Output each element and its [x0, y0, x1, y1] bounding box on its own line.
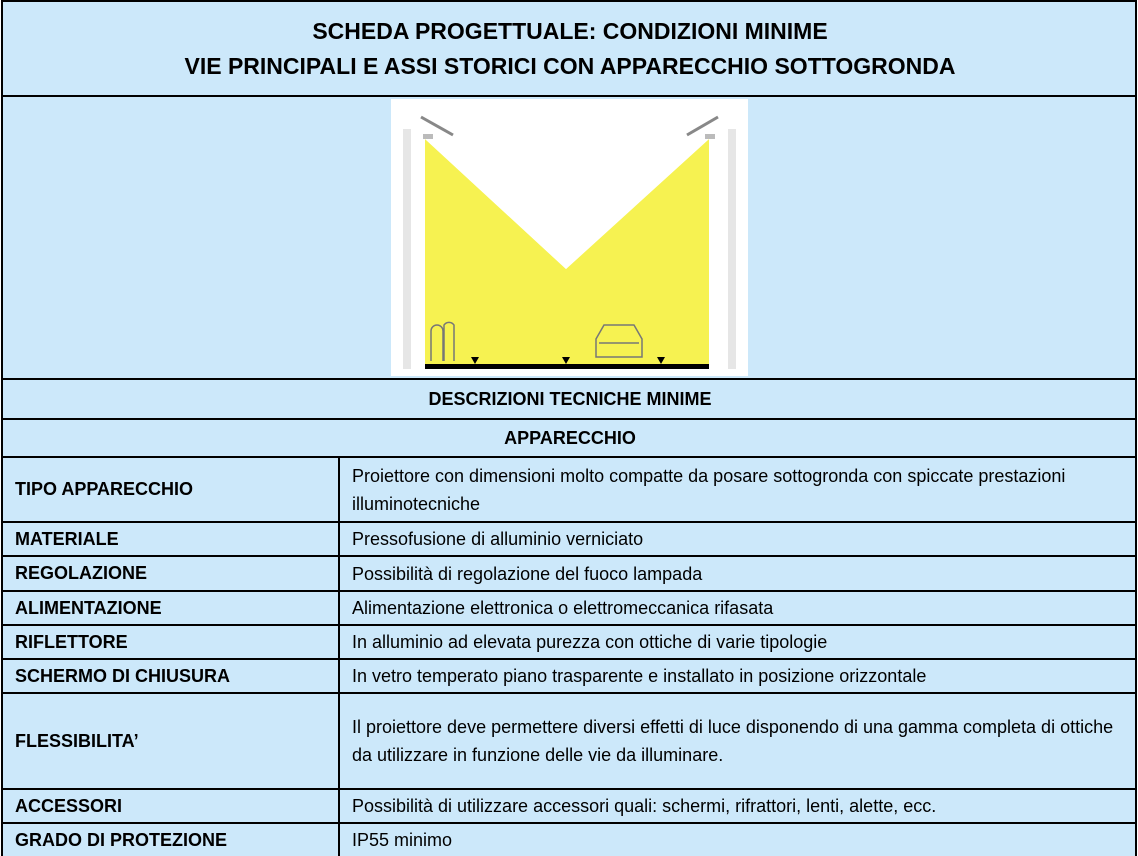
section-heading: DESCRIZIONI TECNICHE MINIME	[1, 378, 1137, 420]
spec-label: MATERIALE	[1, 521, 340, 557]
rows: TIPO APPARECCHIO Proiettore con dimension…	[1, 456, 1137, 856]
spec-label: ACCESSORI	[1, 788, 340, 824]
spec-value: Proiettore con dimensioni molto compatte…	[338, 456, 1137, 523]
spec-label: SCHERMO DI CHIUSURA	[1, 658, 340, 694]
spec-value: IP55 minimo	[338, 822, 1137, 856]
title: SCHEDA PROGETTUALE: CONDIZIONI MINIME VIE…	[1, 0, 1137, 97]
illustration-cell	[1, 95, 1137, 380]
spec-value: Possibilità di utilizzare accessori qual…	[338, 788, 1137, 824]
spec-row: RIFLETTORE In alluminio ad elevata purezz…	[1, 624, 1137, 660]
spec-label: ALIMENTAZIONE	[1, 590, 340, 626]
spec-row: ALIMENTAZIONE Alimentazione elettronica o…	[1, 590, 1137, 626]
spec-label: TIPO APPARECCHIO	[1, 456, 340, 523]
spec-row: REGOLAZIONE Possibilità di regolazione de…	[1, 555, 1137, 592]
spec-value: Alimentazione elettronica o elettromecca…	[338, 590, 1137, 626]
illustration	[390, 99, 748, 376]
spec-label: GRADO DI PROTEZIONE	[1, 822, 340, 856]
subsection-heading: APPARECCHIO	[1, 418, 1137, 458]
spec-label: RIFLETTORE	[1, 624, 340, 660]
spec-row: FLESSIBILITA’ Il proiettore deve permette…	[1, 692, 1137, 790]
spec-label: REGOLAZIONE	[1, 555, 340, 592]
spec-row: TIPO APPARECCHIO Proiettore con dimension…	[1, 456, 1137, 523]
title-line: VIE PRINCIPALI E ASSI STORICI CON APPARE…	[184, 52, 956, 79]
spec-row: ACCESSORI Possibilità di utilizzare acces…	[1, 788, 1137, 824]
spec-label: FLESSIBILITA’	[1, 692, 340, 790]
spec-row: SCHERMO DI CHIUSURA In vetro temperato pi…	[1, 658, 1137, 694]
spec-value: In alluminio ad elevata purezza con otti…	[338, 624, 1137, 660]
spec-row: MATERIALE Pressofusione di alluminio vern…	[1, 521, 1137, 557]
spec-value: Possibilità di regolazione del fuoco lam…	[338, 555, 1137, 592]
title-line: SCHEDA PROGETTUALE: CONDIZIONI MINIME	[312, 17, 828, 44]
spec-row: GRADO DI PROTEZIONE IP55 minimo	[1, 822, 1137, 856]
spec-value: Il proiettore deve permettere diversi ef…	[338, 692, 1137, 790]
spec-value: In vetro temperato piano trasparente e i…	[338, 658, 1137, 694]
spec-value: Pressofusione di alluminio verniciato	[338, 521, 1137, 557]
